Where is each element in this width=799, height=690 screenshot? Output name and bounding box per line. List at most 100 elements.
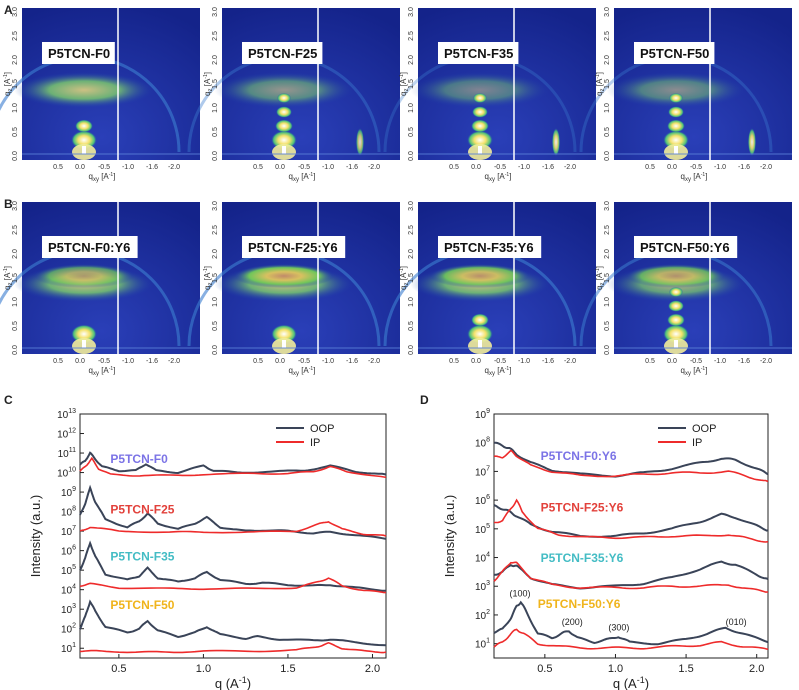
y-axis-label-close: ] [203,72,212,74]
x-tick-label: -1.6 [146,358,158,365]
x-axis-label-sub: xy [93,371,99,377]
x-axis-label: qxy [A-1] [289,366,316,377]
y-axis: 0.0 0.5 1.0 1.5 2.0 2.5 3.0 qz [A-1] [595,201,611,355]
title-box [242,42,323,64]
lamellar-lobe [667,119,685,133]
x-tick-label: 0.0 [667,358,677,365]
x-tick-label: 0.0 [471,358,481,365]
pi-stacking-arc [34,264,134,288]
y-tick-label: 101 [61,642,76,655]
x-tick-label: 0.5 [253,358,263,365]
sample-annotation: P5TCN-F35:Y6 [541,551,624,565]
y-axis-label-sub: z [208,89,214,92]
y-axis-label-exp: -1 [595,74,601,79]
y-tick-exp: 2 [72,623,76,630]
x-axis-label-q: q [89,366,93,375]
panel-label-c: C [4,393,13,407]
giwaxs-panel: P5TCN-F25:Y60.00.51.01.52.02.53.0qz [A-1… [187,201,400,377]
panel-letters: A B C D [4,3,429,407]
y-tick-label: 106 [475,494,490,507]
lamellar-lobe [667,313,685,327]
x-tick-label: 0.5 [53,358,63,365]
x-tick-label: -1.6 [346,164,358,171]
series-oop-line [493,600,769,646]
y-axis-label-q: q [399,286,408,290]
y-tick-label: 1.5 [212,79,219,89]
y-tick-label: 0.0 [212,345,219,355]
y-tick-label: 3.0 [604,201,611,211]
x-axis-label-close: ] [113,172,115,181]
y-tick-label: 2.0 [12,55,19,65]
y-tick-label: 2.0 [408,55,415,65]
y-axis-label-close: ] [595,72,604,74]
y-axis: 0.0 0.5 1.0 1.5 2.0 2.5 3.0 qz [A-1] [3,7,19,161]
x-tick-label: 0.5 [537,663,552,675]
y-tick-exp: 9 [486,408,490,415]
x-tick-label: 0.5 [449,358,459,365]
sample-annotation: P5TCN-F50:Y6 [538,597,621,611]
x-axis-label-sub: xy [489,371,495,377]
x-tick-label: -0.5 [494,358,506,365]
series-oop-line [79,599,387,647]
x-axis: 0.5 0.0 -0.5 -1.0 -1.6 -2.0 qxy [A-1] [53,358,180,377]
x-axis-label-close: ) [645,676,649,690]
pi-stacking-arc [626,264,726,288]
y-tick-label: 1.0 [212,297,219,307]
y-tick-label: 3.0 [408,7,415,17]
x-axis-label-unit: [A [299,366,309,375]
y-axis-label-close: ] [3,72,12,74]
x-tick-label: -1.6 [738,164,750,171]
sample-annotation: P5TCN-F25:Y6 [541,501,624,515]
sample-annotation: P5TCN-F25 [110,503,174,517]
lamellar-lobe [71,324,97,344]
x-tick-label: -0.5 [298,358,310,365]
y-tick-exp: 5 [486,523,490,530]
x-axis: 0.5 0.0 -0.5 -1.0 -1.6 -2.0 qxy [A-1] [645,164,772,183]
lamellar-lobe [275,119,293,133]
x-tick-label: -1.6 [738,358,750,365]
x-tick-label: -0.5 [298,164,310,171]
y-axis: 0.0 0.5 1.0 1.5 2.0 2.5 3.0 qz [A-1] [203,7,219,161]
x-axis-label-exp: -1 [109,172,114,178]
x-axis-label-exp: -1 [109,366,114,372]
x-axis-label-unit: [A [99,172,109,181]
y-tick-label: 3.0 [12,201,19,211]
y-axis-label-q: q [3,286,12,290]
x-tick-label: 0.5 [645,358,655,365]
y-axis-label-close: ] [399,266,408,268]
y-tick-label: 1.0 [408,297,415,307]
series-ip-line [493,449,769,483]
legend-label: OOP [692,423,716,435]
y-tick-label: 0.5 [604,127,611,137]
y-tick-label: 1010 [57,467,76,480]
series-oop-line [493,560,769,590]
y-axis-label-q: q [595,92,604,96]
y-tick-base: 10 [61,625,73,636]
x-tick-label: 1.5 [678,663,693,675]
y-tick-label: 103 [475,580,490,593]
y-tick-label: 0.5 [12,127,19,137]
series-ip-line [494,498,769,543]
y-tick-label: 108 [475,437,490,450]
x-axis-label-exp: -1 [701,172,706,178]
y-axis-label-sub: z [404,89,410,92]
y-tick-base: 10 [475,525,487,536]
peak-label: (300) [608,623,629,633]
title-box [634,236,738,258]
y-axis-label-exp: -1 [203,74,209,79]
y-axis-label-sub: z [404,283,410,286]
y-tick-label: 1011 [58,447,76,460]
line-plot-c: 0.5 1.0 1.5 2.01011021031041051061071081091… [28,408,387,690]
x-tick-label: -0.5 [98,358,110,365]
x-axis-label-close: ] [313,366,315,375]
y-tick-label: 105 [61,564,76,577]
y-tick-base: 10 [475,611,487,622]
y-tick-base: 10 [61,508,73,519]
x-tick-label: -0.5 [494,164,506,171]
x-tick-label: -1.6 [542,358,554,365]
x-axis-label-q: q [289,366,293,375]
x-axis-label-exp: -1 [637,675,645,685]
y-tick-label: 107 [475,465,490,478]
y-tick-label: 2.5 [12,225,19,235]
y-axis-label-close: ] [595,266,604,268]
